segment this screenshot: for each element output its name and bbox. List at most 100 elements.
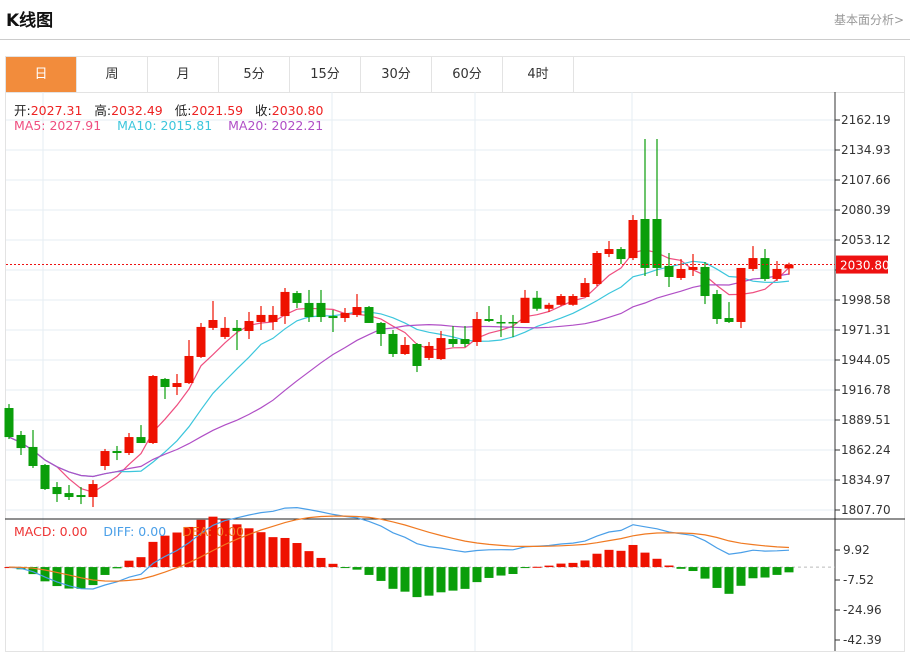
macd-bar	[652, 558, 662, 568]
candle-down	[112, 451, 122, 454]
candle-up	[184, 355, 194, 384]
candle-down	[664, 265, 674, 277]
candle-down	[52, 487, 62, 495]
candle-up	[604, 249, 614, 254]
macd-bar	[196, 519, 206, 568]
y-tick-label: 2162.19	[841, 113, 891, 127]
macd-bar	[220, 519, 230, 568]
macd-bar	[28, 567, 38, 575]
candle-down	[328, 316, 338, 319]
tab-60min[interactable]: 60分	[432, 57, 503, 92]
candle-down	[496, 321, 506, 324]
candle-down	[712, 294, 722, 320]
candle-up	[628, 219, 638, 259]
y-tick-label: 1834.97	[841, 473, 891, 487]
macd-bar	[376, 567, 386, 581]
tab-5min[interactable]: 5分	[219, 57, 290, 92]
macd-bar	[136, 557, 146, 568]
candle-up	[124, 437, 134, 454]
ohlc-info: 开:2027.31 高:2032.49 低:2021.59 收:2030.80	[14, 100, 323, 119]
candle-down	[232, 327, 242, 332]
candle-up	[784, 264, 794, 269]
candle-up	[592, 252, 602, 285]
candle-down	[760, 258, 770, 279]
page-title: K线图	[6, 11, 54, 31]
macd-bar	[184, 526, 194, 568]
fundamental-analysis-link[interactable]: 基本面分析>	[833, 13, 904, 27]
open-label: 开:	[14, 103, 31, 118]
macd-bar	[148, 541, 158, 568]
macd-bar	[712, 567, 722, 588]
macd-bar	[424, 567, 434, 596]
candle-up	[340, 312, 350, 319]
macd-bar	[520, 567, 530, 569]
macd-value: MACD: 0.00	[14, 524, 88, 539]
candle-up	[772, 268, 782, 279]
candle-up	[688, 266, 698, 270]
candle-up	[268, 314, 278, 322]
candle-up	[244, 320, 254, 332]
macd-bar	[616, 550, 626, 568]
candle-down	[304, 302, 314, 318]
macd-bar	[64, 567, 74, 589]
candle-down	[64, 493, 74, 498]
candle-down	[532, 297, 542, 309]
tab-month[interactable]: 月	[148, 57, 219, 92]
macd-tick-label: -7.52	[843, 573, 874, 587]
macd-bar	[112, 567, 122, 569]
macd-bar	[448, 567, 458, 591]
candle-up	[544, 304, 554, 309]
open-value: 2027.31	[30, 103, 83, 118]
y-tick-label: 1916.78	[841, 383, 891, 397]
close-value: 2030.80	[271, 103, 324, 118]
candle-down	[160, 378, 170, 388]
candle-up	[400, 344, 410, 354]
macd-bar	[784, 567, 794, 573]
macd-bar	[364, 567, 374, 575]
y-tick-label: 1944.05	[841, 353, 891, 367]
candle-up	[676, 268, 686, 278]
candle-down	[508, 321, 518, 324]
macd-bar	[52, 567, 62, 587]
candle-down	[4, 408, 14, 438]
macd-bar	[436, 567, 446, 593]
candle-up	[436, 338, 446, 360]
tab-day[interactable]: 日	[6, 57, 77, 92]
tab-week[interactable]: 周	[77, 57, 148, 92]
macd-bar	[640, 552, 650, 568]
macd-bar	[124, 560, 134, 568]
macd-bar	[208, 516, 218, 568]
candle-up	[196, 326, 206, 357]
macd-bar	[244, 528, 254, 568]
ma5-value: MA5: 2027.91	[14, 118, 102, 133]
candle-down	[364, 307, 374, 323]
period-tabs: 日 周 月 5分 15分 30分 60分 4时	[5, 56, 905, 92]
candle-up	[208, 320, 218, 328]
diff-line	[8, 506, 790, 590]
candle-up	[172, 383, 182, 388]
candle-down	[700, 266, 710, 297]
macd-bar	[772, 567, 782, 575]
macd-bar	[664, 565, 674, 568]
macd-tick-label: -42.39	[843, 633, 882, 647]
ma5-line	[8, 249, 790, 493]
candle-up	[424, 345, 434, 358]
ma20-line	[8, 273, 790, 478]
y-tick-label: 1807.70	[841, 503, 891, 517]
tab-30min[interactable]: 30分	[361, 57, 432, 92]
ma-info: MA5: 2027.91 MA10: 2015.81 MA20: 2022.21	[14, 118, 323, 133]
macd-bar	[316, 557, 326, 568]
macd-bar	[580, 560, 590, 568]
macd-bar	[688, 567, 698, 572]
macd-bar	[340, 567, 350, 569]
high-value: 2032.49	[111, 103, 163, 118]
tab-15min[interactable]: 15分	[290, 57, 361, 92]
macd-bar	[280, 537, 290, 568]
tab-4hour[interactable]: 4时	[503, 57, 574, 92]
macd-bar	[88, 567, 98, 586]
macd-bar	[592, 553, 602, 568]
y-tick-label: 1998.58	[841, 293, 891, 307]
close-label: 收:	[255, 103, 272, 118]
candle-down	[388, 333, 398, 354]
